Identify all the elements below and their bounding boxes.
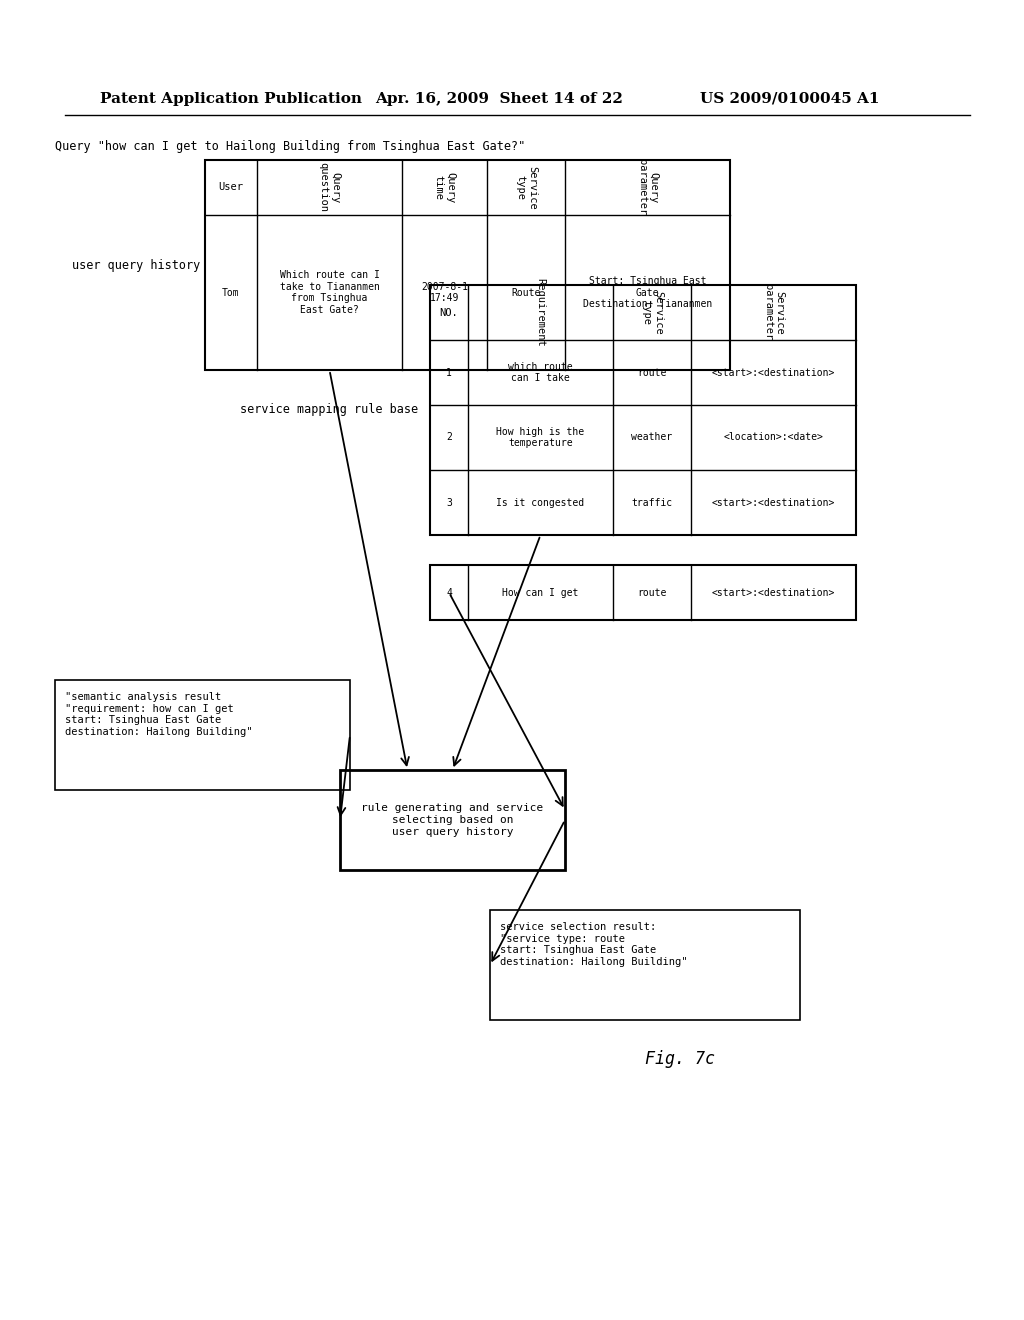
Text: <start>:<destination>: <start>:<destination> — [712, 367, 836, 378]
Text: 1: 1 — [446, 367, 452, 378]
Text: Is it congested: Is it congested — [497, 498, 585, 507]
Text: service mapping rule base: service mapping rule base — [240, 404, 418, 417]
Text: Service
type: Service type — [641, 290, 663, 334]
Text: weather: weather — [632, 433, 673, 442]
Text: Service
parameter: Service parameter — [763, 284, 784, 341]
Text: Query
time: Query time — [434, 172, 456, 203]
Text: Query
parameter: Query parameter — [637, 160, 658, 215]
Text: rule generating and service
selecting based on
user query history: rule generating and service selecting ba… — [361, 804, 544, 837]
Text: Tom: Tom — [222, 288, 240, 297]
Text: How can I get: How can I get — [503, 587, 579, 598]
Text: Start: Tsinghua East
Gate
Destination: Tiananmen: Start: Tsinghua East Gate Destination: T… — [583, 276, 712, 309]
Text: 4: 4 — [446, 587, 452, 598]
Text: 2: 2 — [446, 433, 452, 442]
Text: Route: Route — [511, 288, 541, 297]
Text: Patent Application Publication: Patent Application Publication — [100, 92, 362, 106]
Text: Apr. 16, 2009  Sheet 14 of 22: Apr. 16, 2009 Sheet 14 of 22 — [375, 92, 623, 106]
Bar — [340, 770, 565, 870]
Text: Query "how can I get to Hailong Building from Tsinghua East Gate?": Query "how can I get to Hailong Building… — [55, 140, 525, 153]
Text: route: route — [637, 367, 667, 378]
Text: Which route can I
take to Tiananmen
from Tsinghua
East Gate?: Which route can I take to Tiananmen from… — [280, 271, 380, 315]
Text: NO.: NO. — [439, 308, 459, 318]
Text: Query
question: Query question — [318, 162, 340, 213]
Text: US 2009/0100045 A1: US 2009/0100045 A1 — [700, 92, 880, 106]
Text: Fig. 7c: Fig. 7c — [645, 1049, 715, 1068]
Bar — [205, 160, 730, 370]
Text: route: route — [637, 587, 667, 598]
Bar — [55, 680, 350, 789]
Bar — [430, 565, 856, 620]
Text: 3: 3 — [446, 498, 452, 507]
Text: <start>:<destination>: <start>:<destination> — [712, 587, 836, 598]
Text: service selection result:
"service type: route
start: Tsinghua East Gate
destina: service selection result: "service type:… — [500, 921, 687, 966]
Text: <start>:<destination>: <start>:<destination> — [712, 498, 836, 507]
Text: traffic: traffic — [632, 498, 673, 507]
Text: Requirement: Requirement — [536, 279, 546, 347]
Bar — [490, 909, 800, 1020]
Text: Service
type: Service type — [515, 165, 537, 210]
Text: 2007-8-1
17:49: 2007-8-1 17:49 — [421, 281, 468, 304]
Text: "semantic analysis result
"requirement: how can I get
start: Tsinghua East Gate
: "semantic analysis result "requirement: … — [65, 692, 253, 737]
Text: user query history: user query history — [72, 259, 200, 272]
Text: which route
can I take: which route can I take — [508, 362, 572, 383]
Text: How high is the
temperature: How high is the temperature — [497, 426, 585, 449]
Text: User: User — [218, 182, 244, 193]
Text: <location>:<date>: <location>:<date> — [724, 433, 823, 442]
Bar — [430, 285, 856, 535]
